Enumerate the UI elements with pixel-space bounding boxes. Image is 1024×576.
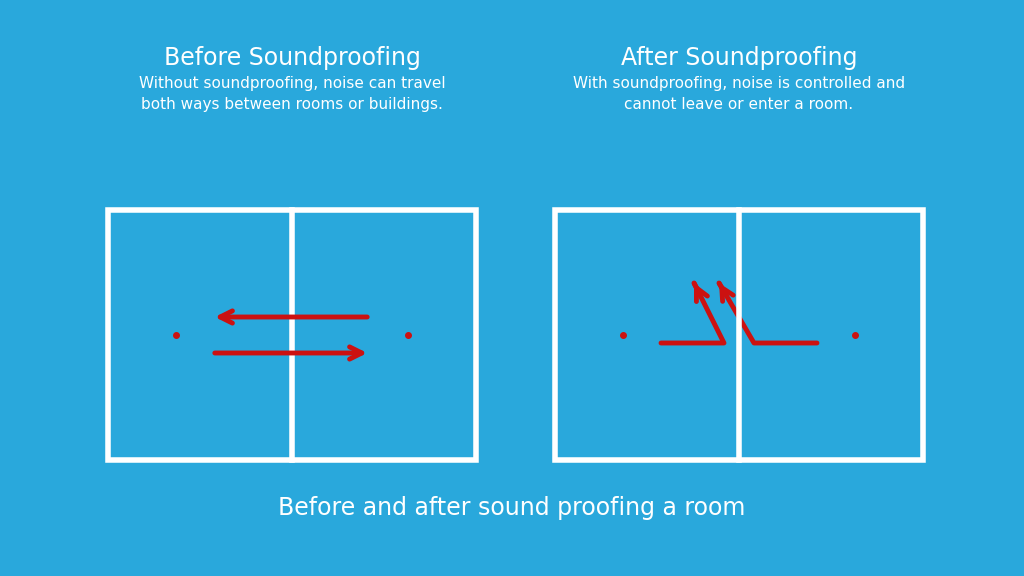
Text: With soundproofing, noise is controlled and
cannot leave or enter a room.: With soundproofing, noise is controlled …: [573, 76, 905, 112]
Text: Without soundproofing, noise can travel
both ways between rooms or buildings.: Without soundproofing, noise can travel …: [138, 76, 445, 112]
Text: After Soundproofing: After Soundproofing: [621, 46, 857, 70]
Text: Before Soundproofing: Before Soundproofing: [164, 46, 421, 70]
Bar: [555, 210, 923, 460]
Bar: [108, 210, 476, 460]
Text: Before and after sound proofing a room: Before and after sound proofing a room: [279, 496, 745, 520]
